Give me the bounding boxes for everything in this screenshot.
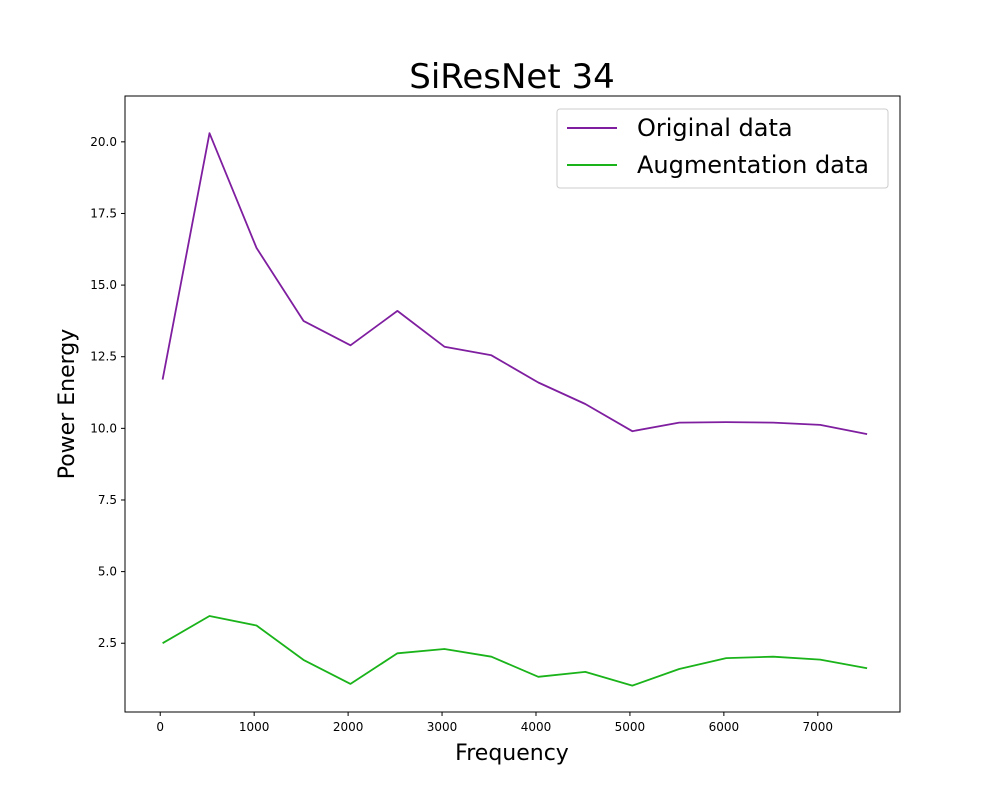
y-tick-label: 20.0 — [90, 135, 117, 149]
x-tick-label: 6000 — [709, 720, 740, 734]
y-tick-label: 10.0 — [90, 421, 117, 435]
series-line-2 — [162, 615, 868, 687]
y-axis-label: Power Energy — [55, 329, 80, 480]
x-tick-label: 4000 — [521, 720, 552, 734]
y-tick-label: 17.5 — [90, 206, 117, 220]
y-tick-label: 7.5 — [98, 493, 117, 507]
chart-title: SiResNet 34 — [409, 57, 615, 97]
legend-label-2: Augmentation data — [637, 151, 869, 179]
x-tick-label: 1000 — [239, 720, 270, 734]
y-axis: 2.5 5.0 7.5 10.0 12.5 15.0 17.5 20.0 — [90, 135, 125, 650]
x-tick-label: 7000 — [803, 720, 834, 734]
y-tick-label: 2.5 — [98, 636, 117, 650]
x-axis: 0 1000 2000 3000 4000 5000 6000 7000 — [156, 712, 833, 734]
x-tick-label: 3000 — [427, 720, 458, 734]
plot-frame — [124, 95, 901, 713]
x-tick-label: 0 — [156, 720, 164, 734]
legend-label-1: Original data — [637, 114, 793, 142]
x-axis-label: Frequency — [455, 741, 569, 766]
legend-box — [556, 108, 889, 189]
x-tick-label: 5000 — [615, 720, 646, 734]
series-line-1 — [161, 132, 868, 435]
y-tick-label: 5.0 — [98, 565, 117, 579]
legend: Original data Augmentation data — [556, 108, 889, 189]
y-tick-label: 15.0 — [90, 278, 117, 292]
y-tick-label: 12.5 — [90, 350, 117, 364]
plot-area — [161, 132, 868, 687]
x-tick-label: 2000 — [333, 720, 364, 734]
